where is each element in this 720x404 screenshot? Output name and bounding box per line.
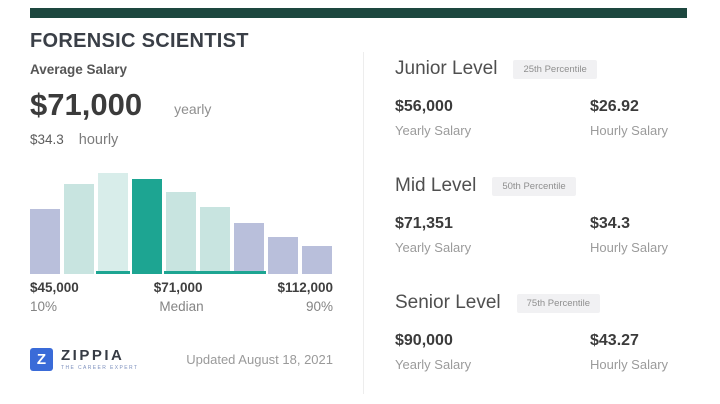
histogram-bar <box>132 179 162 274</box>
percentile-pane: Junior Level 25th Percentile $56,000 Yea… <box>395 0 710 404</box>
page-title: FORENSIC SCIENTIST <box>30 30 249 52</box>
mid-level-title: Mid Level <box>395 175 477 196</box>
histogram-bar <box>64 184 94 274</box>
mid-hourly-value: $34.3 <box>590 215 631 232</box>
junior-level-title: Junior Level <box>395 58 498 79</box>
mid-yearly-label: Yearly Salary <box>395 240 472 255</box>
footer: Z ZIPPIA THE CAREER EXPERT Updated Augus… <box>30 348 333 371</box>
top-accent-bar <box>30 8 687 18</box>
histogram-bar <box>198 207 232 274</box>
average-salary-yearly: $71,000 yearly <box>30 88 211 122</box>
tick-median-value: $71,000 <box>153 280 203 295</box>
yearly-salary-value: $71,000 <box>30 87 143 122</box>
tick-10th-value: $45,000 <box>30 280 79 295</box>
yearly-salary-unit: yearly <box>174 101 212 117</box>
histogram-bar <box>302 246 332 274</box>
senior-percentile-badge: 75th Percentile <box>516 293 600 313</box>
zippia-logo[interactable]: Z ZIPPIA THE CAREER EXPERT <box>30 348 138 371</box>
senior-hourly-label: Hourly Salary <box>590 357 669 372</box>
junior-hourly-label: Hourly Salary <box>590 123 669 138</box>
junior-yearly-label: Yearly Salary <box>395 123 472 138</box>
mid-level-section: Mid Level 50th Percentile $71,351 Yearly… <box>395 173 695 255</box>
histogram-bar-median-strip <box>198 271 232 274</box>
brand-name: ZIPPIA <box>61 347 125 364</box>
brand-tagline: THE CAREER EXPERT <box>61 365 139 371</box>
junior-percentile-badge: 25th Percentile <box>513 59 597 79</box>
updated-date: Updated August 18, 2021 <box>186 352 333 367</box>
histogram-bar <box>30 209 60 274</box>
tick-90th-value: $112,000 <box>277 280 333 295</box>
senior-yearly-value: $90,000 <box>395 332 453 349</box>
histogram-bar <box>268 237 298 274</box>
histogram-tick-values: $45,000 $71,000 $112,000 <box>30 280 333 295</box>
mid-yearly-value: $71,351 <box>395 215 453 232</box>
histogram-tick-sublabels: 10% Median 90% <box>30 299 333 314</box>
salary-histogram <box>30 173 333 274</box>
hourly-salary-unit: hourly <box>78 132 119 148</box>
senior-level-title: Senior Level <box>395 292 501 313</box>
senior-hourly-value: $43.27 <box>590 332 639 349</box>
histogram-bar-median-strip <box>96 271 130 274</box>
average-salary-hourly: $34.3 hourly <box>30 132 118 148</box>
senior-yearly-label: Yearly Salary <box>395 357 472 372</box>
hourly-salary-value: $34.3 <box>30 132 64 147</box>
histogram-bar-median-strip <box>164 271 198 274</box>
tick-90th-sublabel: 90% <box>305 299 333 314</box>
mid-hourly-label: Hourly Salary <box>590 240 669 255</box>
histogram-bar <box>232 223 266 274</box>
mid-percentile-badge: 50th Percentile <box>492 176 576 196</box>
summary-pane: FORENSIC SCIENTIST Average Salary $71,00… <box>30 0 333 404</box>
tick-median-sublabel: Median <box>159 299 204 314</box>
average-salary-label: Average Salary <box>30 62 128 77</box>
junior-yearly-value: $56,000 <box>395 98 453 115</box>
vertical-divider <box>363 52 364 394</box>
junior-level-section: Junior Level 25th Percentile $56,000 Yea… <box>395 56 695 138</box>
histogram-bar <box>96 173 130 274</box>
histogram-bar-median-strip <box>232 271 266 274</box>
senior-level-section: Senior Level 75th Percentile $90,000 Yea… <box>395 290 695 372</box>
tick-10th-sublabel: 10% <box>30 299 58 314</box>
junior-hourly-value: $26.92 <box>590 98 639 115</box>
zippia-z-icon: Z <box>30 348 53 371</box>
histogram-bar <box>164 192 198 274</box>
